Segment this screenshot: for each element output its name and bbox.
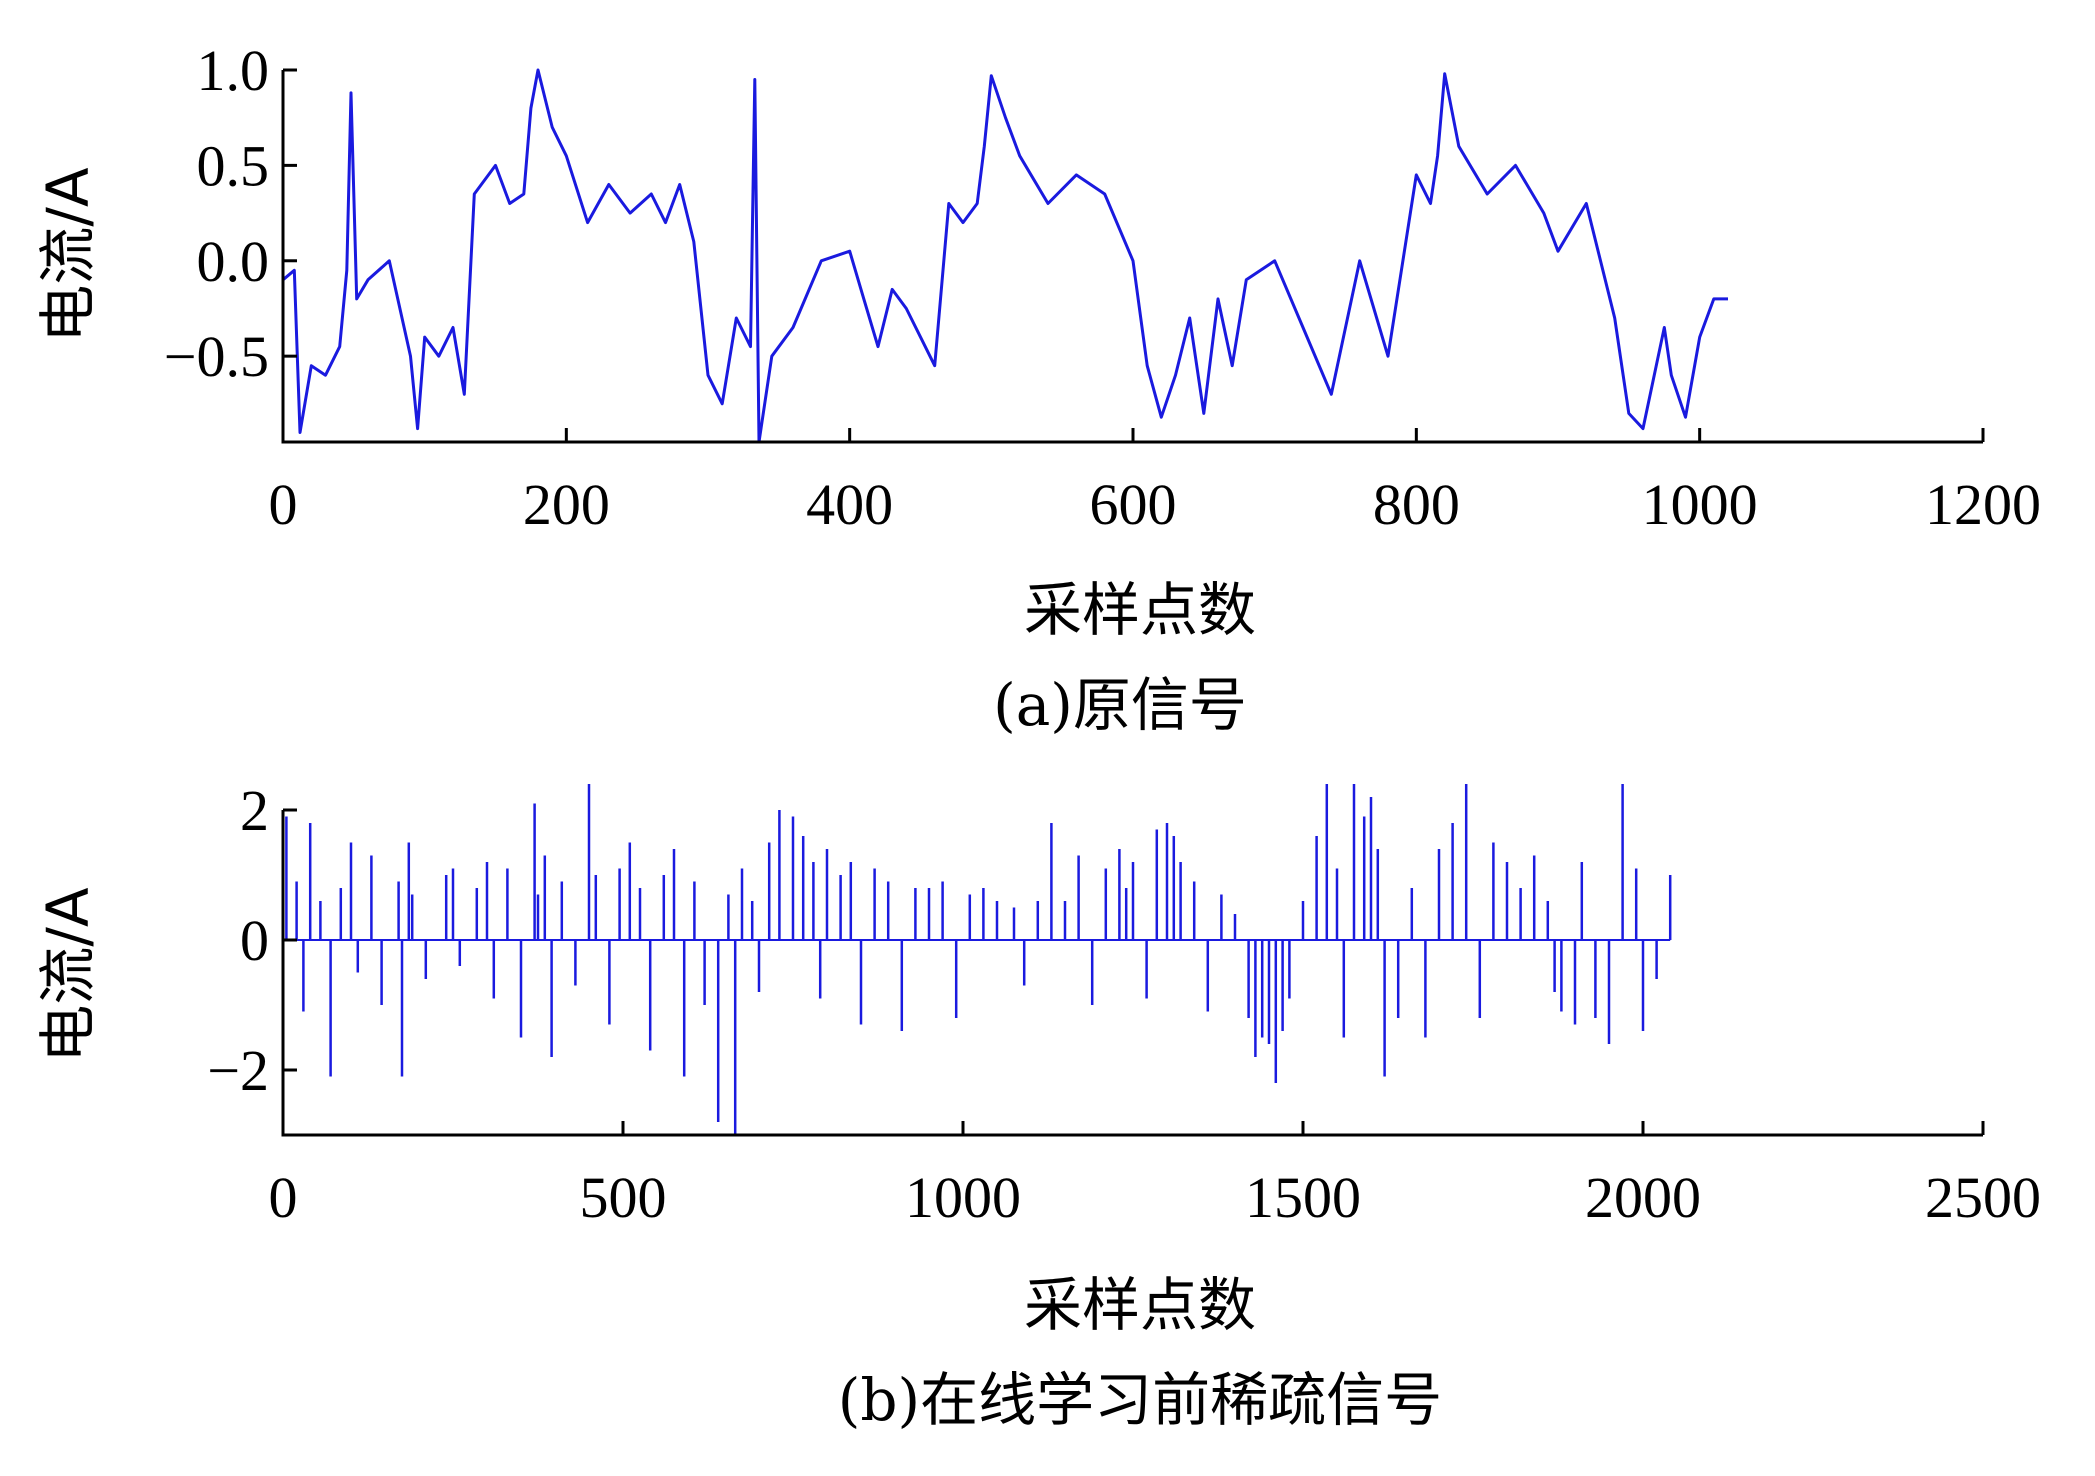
x-tick-label: 1200 (1925, 472, 2041, 537)
x-tick-label: 800 (1373, 472, 1460, 537)
chart-b-series (285, 784, 1672, 1135)
chart-b-xlabel: 采样点数 (1024, 1271, 1256, 1339)
chart-a: 1.0 0.5 0.0 −0.5 0 200 400 600 800 1000 1200 采样点数… (34, 38, 2041, 739)
chart-b-axes (281, 810, 1983, 1137)
chart-a-x-ticks: 0 200 400 600 800 1000 1200 (269, 428, 2041, 537)
chart-b: 20−2 0 500 1000 1500 2000 2500 采样点数 电流/A (b)在… (34, 778, 2041, 1434)
chart-a-axes (281, 70, 1983, 444)
x-tick-label: 1000 (1642, 472, 1758, 537)
chart-b-title: (b)在线学习前稀疏信号 (838, 1366, 1442, 1434)
y-tick-label: 1.0 (197, 38, 270, 103)
y-tick-label: −0.5 (164, 324, 269, 389)
x-tick-label: 1000 (905, 1165, 1021, 1230)
y-tick-label: 2 (240, 778, 269, 843)
chart-a-y-ticks: 1.0 0.5 0.0 −0.5 (164, 38, 297, 389)
chart-b-y-ticks: 2 0 −2 (207, 778, 297, 1103)
chart-a-ylabel: 电流/A (34, 167, 102, 343)
x-tick-label: 0 (269, 1165, 298, 1230)
chart-b-ylabel: 电流/A (34, 887, 102, 1063)
chart-b-x-ticks: 0 500 1000 1500 2000 2500 (269, 1121, 2041, 1230)
x-tick-label: 600 (1090, 472, 1177, 537)
x-tick-label: 2500 (1925, 1165, 2041, 1230)
chart-a-series (282, 68, 1728, 444)
x-tick-label: 2000 (1585, 1165, 1701, 1230)
series-line (282, 68, 1728, 444)
x-tick-label: 1500 (1245, 1165, 1361, 1230)
x-tick-label: 200 (523, 472, 610, 537)
chart-a-title: (a)原信号 (993, 671, 1247, 739)
x-tick-label: 0 (269, 472, 298, 537)
y-tick-label: 0.5 (197, 133, 270, 198)
chart-a-xlabel: 采样点数 (1024, 576, 1256, 644)
y-tick-label: −2 (207, 1038, 269, 1103)
x-tick-label: 400 (806, 472, 893, 537)
x-tick-label: 500 (580, 1165, 667, 1230)
y-tick-label: 0 (240, 908, 269, 973)
y-tick-label: 0.0 (197, 229, 270, 294)
